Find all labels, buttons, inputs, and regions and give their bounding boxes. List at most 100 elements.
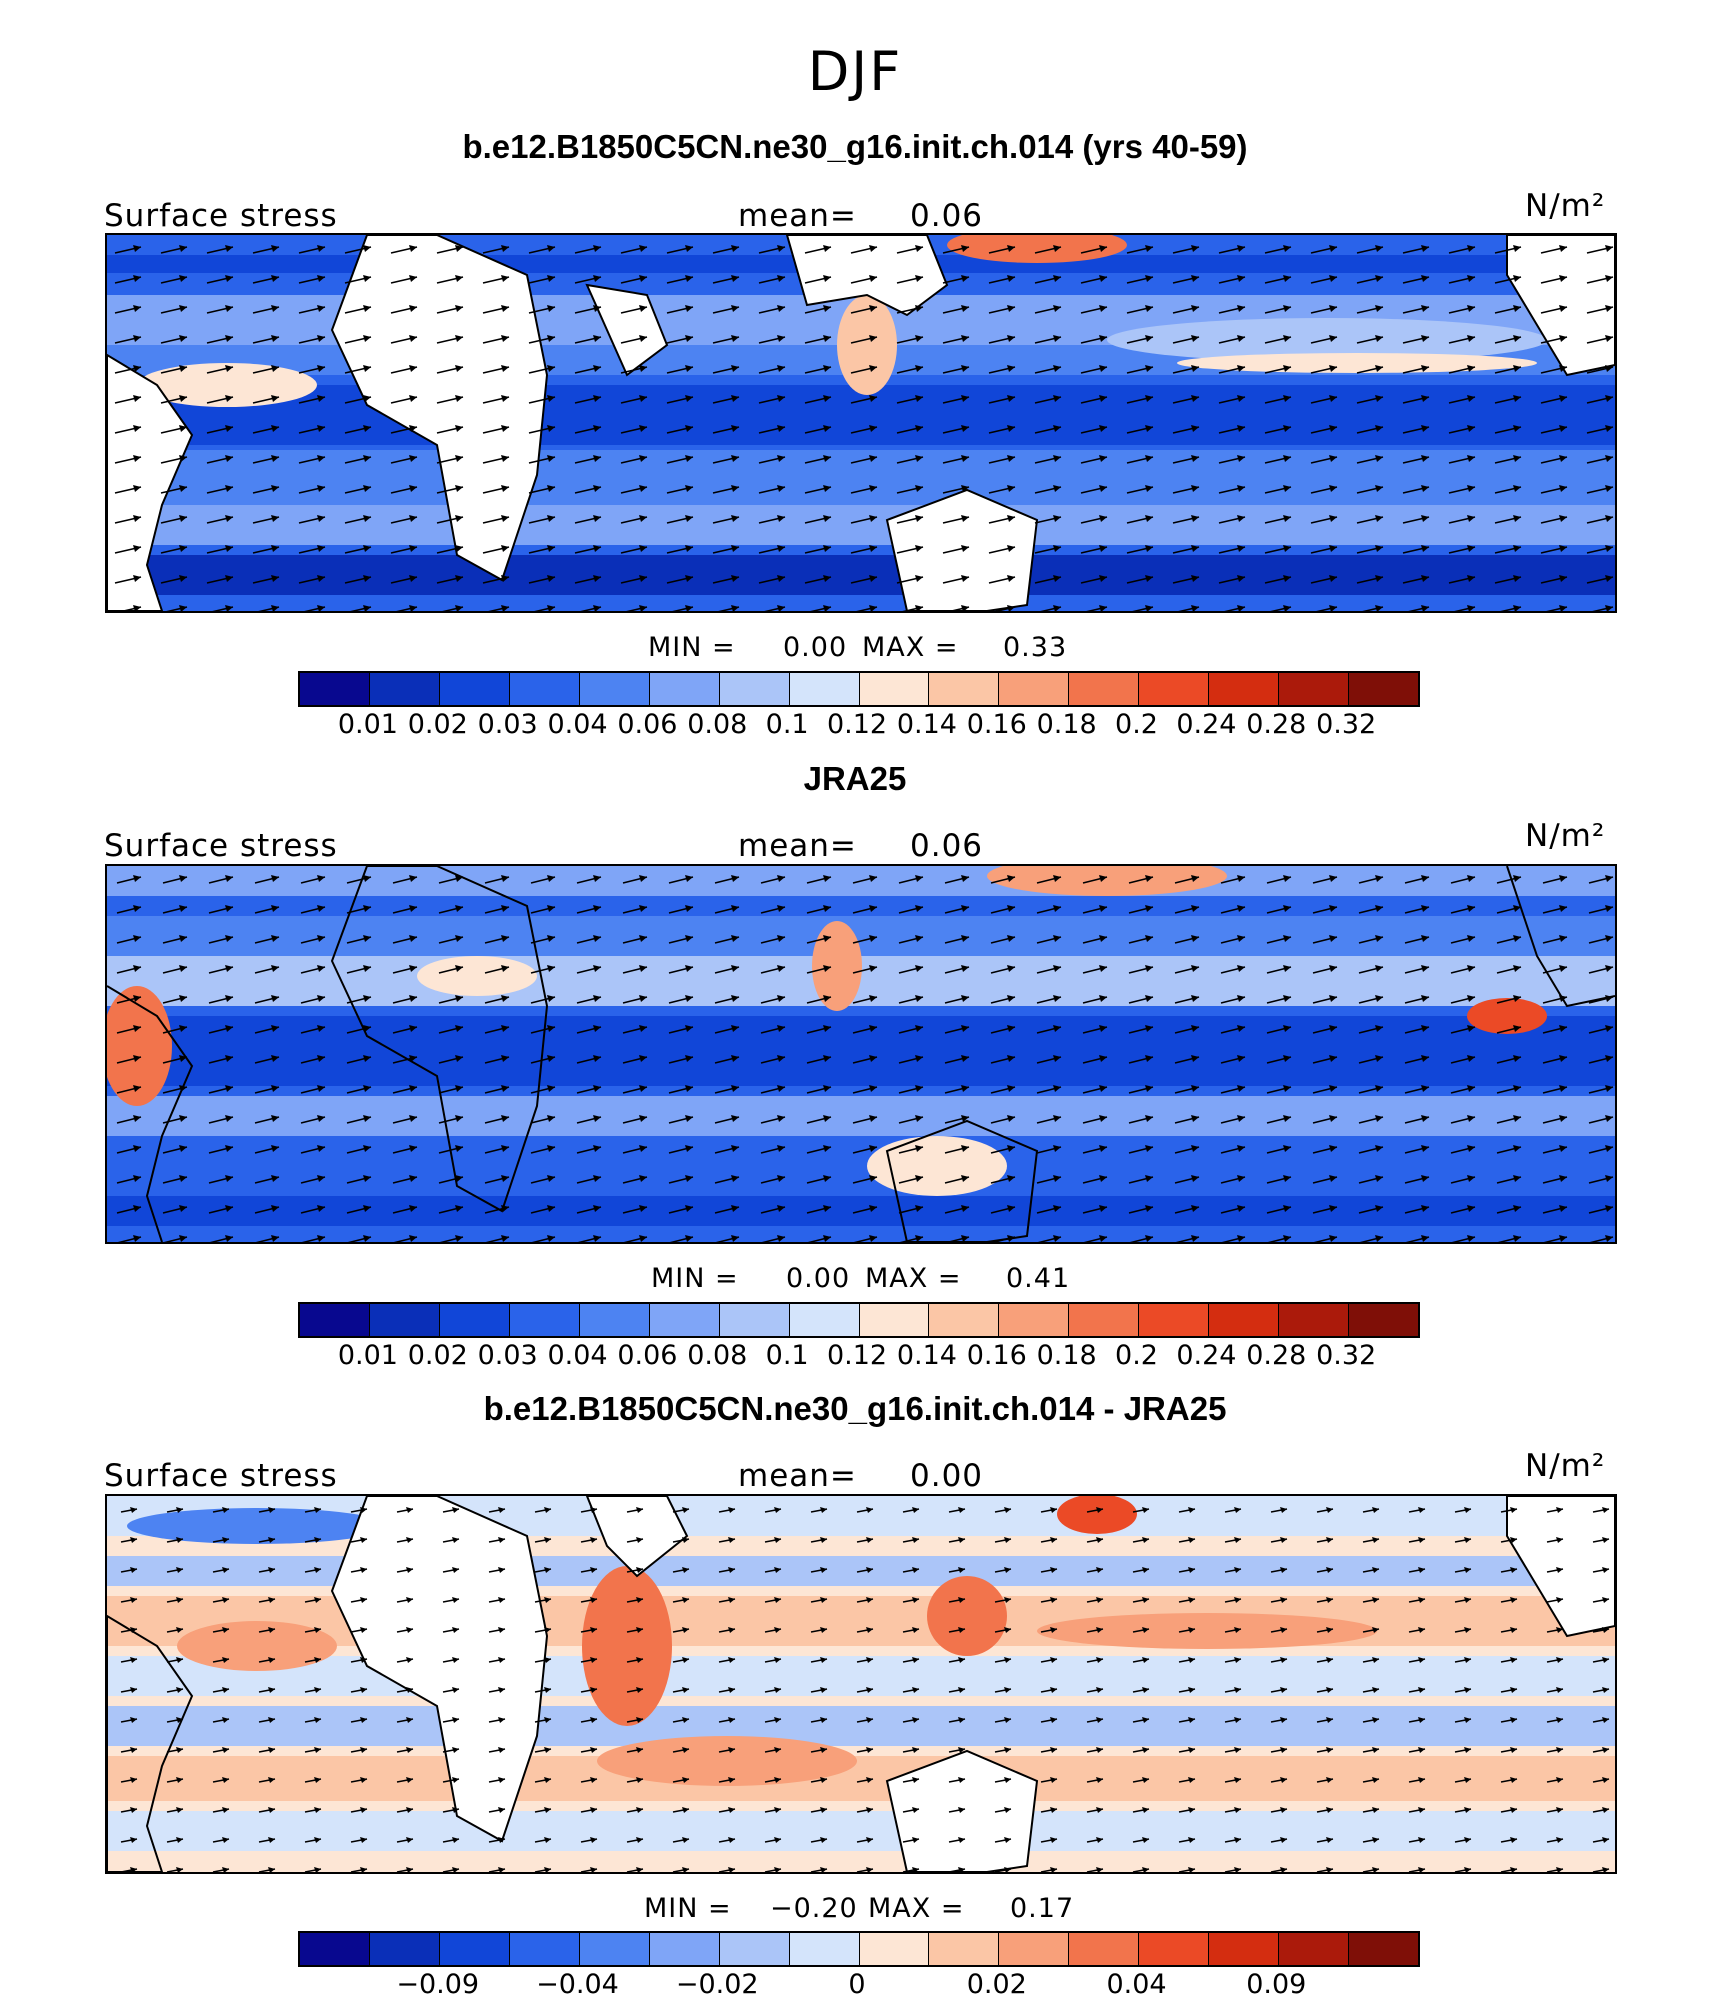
- colorbar-ticks: 0.01 0.02 0.03 0.04 0.06 0.08 0.1 0.12 0.14 0.16 0…: [298, 709, 1416, 743]
- colorbar-tick-label: 0.08: [687, 709, 748, 740]
- colorbar-box: [789, 1933, 860, 1965]
- colorbar-box: [1349, 673, 1418, 705]
- max-value: 0.17: [1010, 1893, 1075, 1924]
- colorbar-tick-label: 0.01: [337, 709, 398, 740]
- colorbar-box: [1279, 1933, 1350, 1965]
- colorbar-box: [1279, 673, 1350, 705]
- colorbar-box: [369, 1304, 440, 1336]
- colorbar-box: [719, 673, 790, 705]
- panel-title: b.e12.B1850C5CN.ne30_g16.init.ch.014 (yr…: [462, 128, 1248, 165]
- colorbar-tick-label: 0.16: [966, 709, 1027, 740]
- colorbar-box: [509, 1933, 580, 1965]
- panel-title: b.e12.B1850C5CN.ne30_g16.init.ch.014 - J…: [483, 1390, 1227, 1427]
- colorbar-tick-label: 0.06: [617, 1340, 678, 1371]
- colorbar-box: [859, 1304, 930, 1336]
- stress-map: [105, 1494, 1617, 1874]
- colorbar-ticks: −0.09 −0.04 −0.02 0 0.02 0.04 0.09: [298, 1969, 1416, 2003]
- colorbar-tick-label: −0.02: [675, 1969, 759, 2000]
- colorbar-box: [300, 1933, 370, 1965]
- colorbar-box: [929, 1933, 1000, 1965]
- colorbar-tick-label: 0.04: [547, 1340, 608, 1371]
- colorbar-box: [579, 673, 650, 705]
- colorbar-tick-label: 0.24: [1176, 709, 1237, 740]
- colorbar-box: [1209, 673, 1280, 705]
- mean-value: 0.06: [910, 828, 984, 864]
- variable-label: Surface stress: [104, 828, 338, 864]
- colorbar-box: [1209, 1304, 1280, 1336]
- colorbar-box: [719, 1933, 790, 1965]
- colorbar: [298, 1931, 1420, 1967]
- colorbar-box: [1139, 1304, 1210, 1336]
- colorbar-tick-label: 0.2: [1115, 1340, 1158, 1371]
- min-value: −0.20: [770, 1893, 858, 1924]
- colorbar-box: [649, 1304, 720, 1336]
- colorbar-box: [649, 673, 720, 705]
- colorbar-box: [369, 673, 440, 705]
- colorbar-tick-label: 0.16: [966, 1340, 1027, 1371]
- colorbar-box: [719, 1304, 790, 1336]
- max-value: 0.41: [1006, 1263, 1071, 1294]
- min-label: MIN =: [651, 1263, 739, 1294]
- units-label: N/m²: [1525, 818, 1606, 854]
- colorbar-box: [999, 1304, 1070, 1336]
- colorbar-tick-label: −0.04: [536, 1969, 619, 2000]
- units-label: N/m²: [1525, 1448, 1606, 1484]
- stress-map: [105, 864, 1617, 1244]
- colorbar-box: [1279, 1304, 1350, 1336]
- max-value: 0.33: [1003, 632, 1068, 663]
- colorbar-box: [509, 673, 580, 705]
- min-value: 0.00: [786, 1263, 851, 1294]
- colorbar-tick-label: 0.28: [1246, 1340, 1307, 1371]
- min-label: MIN =: [644, 1893, 732, 1924]
- units-label: N/m²: [1525, 188, 1606, 224]
- colorbar-box: [369, 1933, 440, 1965]
- colorbar-box: [859, 1933, 930, 1965]
- colorbar-box: [649, 1933, 720, 1965]
- mean-label: mean=: [738, 198, 857, 234]
- colorbar-tick-label: 0.2: [1115, 709, 1158, 740]
- colorbar-tick-label: 0.1: [765, 1340, 809, 1371]
- colorbar: [298, 1302, 1420, 1338]
- colorbar-tick-label: 0.12: [826, 1340, 888, 1371]
- colorbar-box: [439, 1933, 510, 1965]
- colorbar-box: [1069, 1933, 1140, 1965]
- mean-label: mean=: [738, 1458, 857, 1494]
- colorbar-tick-label: 0.06: [617, 709, 678, 740]
- colorbar-box: [509, 1304, 580, 1336]
- colorbar-box: [579, 1933, 650, 1965]
- min-label: MIN =: [648, 632, 736, 663]
- colorbar-box: [929, 1304, 1000, 1336]
- colorbar-box: [1349, 1304, 1418, 1336]
- colorbar-tick-label: −0.09: [396, 1969, 480, 2000]
- colorbar-tick-label: 0.1: [765, 709, 809, 740]
- colorbar-tick-label: 0.18: [1036, 1340, 1097, 1371]
- colorbar-box: [439, 1304, 510, 1336]
- mean-label: mean=: [738, 828, 857, 864]
- colorbar-box: [1139, 1933, 1210, 1965]
- colorbar-box: [789, 1304, 860, 1336]
- colorbar-tick-label: 0.32: [1316, 1340, 1377, 1371]
- colorbar-tick-label: 0.02: [407, 1340, 468, 1371]
- colorbar-tick-label: 0.04: [1106, 1969, 1167, 2000]
- colorbar-box: [1349, 1933, 1418, 1965]
- colorbar-tick-label: 0.18: [1036, 709, 1097, 740]
- colorbar-tick-label: 0.09: [1246, 1969, 1307, 2000]
- colorbar-tick-label: 0.04: [547, 709, 608, 740]
- colorbar-box: [929, 673, 1000, 705]
- panel-title: JRA25: [803, 760, 907, 797]
- colorbar-box: [1139, 673, 1210, 705]
- colorbar-tick-label: 0.32: [1316, 709, 1377, 740]
- colorbar-tick-label: 0.12: [826, 709, 888, 740]
- colorbar-tick-label: 0.08: [687, 1340, 748, 1371]
- colorbar-ticks: 0.01 0.02 0.03 0.04 0.06 0.08 0.1 0.12 0.14 0.16 0…: [298, 1340, 1416, 1374]
- colorbar-box: [999, 673, 1070, 705]
- variable-label: Surface stress: [104, 198, 338, 234]
- colorbar-box: [789, 673, 860, 705]
- colorbar-box: [1069, 1304, 1140, 1336]
- colorbar-box: [439, 673, 510, 705]
- variable-label: Surface stress: [104, 1458, 338, 1494]
- max-label: MAX =: [862, 632, 959, 663]
- colorbar-tick-label: 0.01: [337, 1340, 398, 1371]
- colorbar-tick-label: 0.24: [1176, 1340, 1237, 1371]
- colorbar: [298, 671, 1420, 707]
